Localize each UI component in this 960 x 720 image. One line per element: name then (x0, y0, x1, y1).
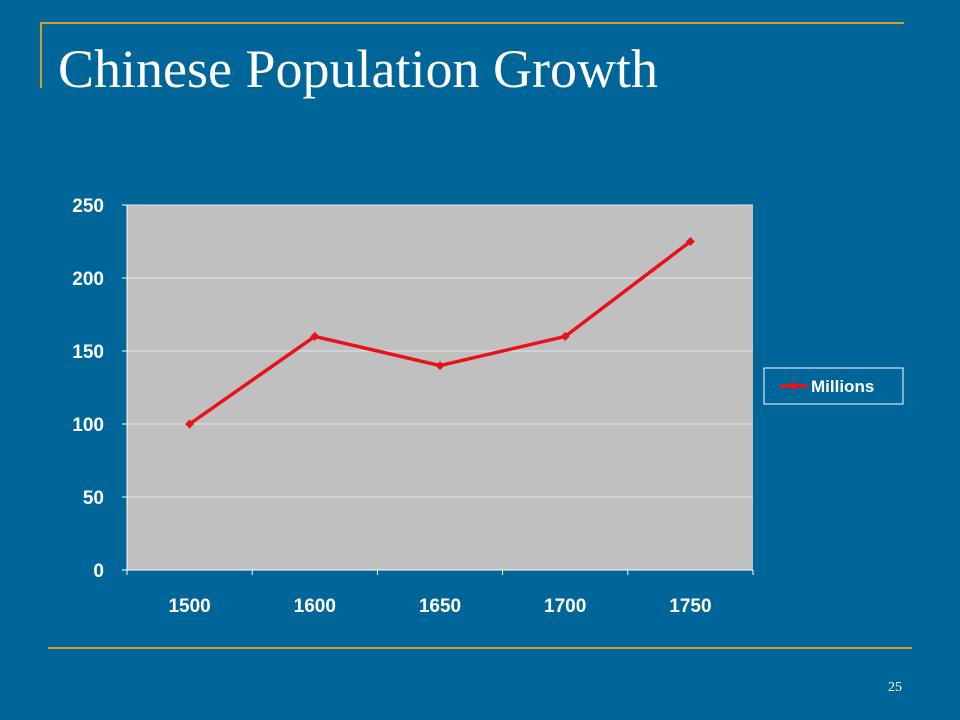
slide-title: Chinese Population Growth (58, 39, 658, 99)
y-axis-tick-labels: 0 50 100 150 200 250 (72, 196, 127, 582)
x-tick-label: 1600 (294, 596, 336, 617)
data-point (310, 331, 320, 341)
data-point (435, 361, 445, 371)
y-tick-label: 0 (93, 561, 104, 582)
plot-area-group (126, 204, 753, 571)
y-tick-label: 50 (83, 488, 104, 509)
slide-number: 25 (888, 680, 902, 695)
series-group (185, 237, 695, 429)
legend-swatch-marker (789, 381, 799, 391)
y-tick-label: 150 (72, 342, 104, 363)
data-point (685, 237, 695, 246)
x-tick-label: 1500 (168, 596, 210, 617)
plot-area (127, 205, 753, 570)
y-tick-label: 250 (72, 196, 104, 217)
x-tick-label: 1650 (419, 596, 461, 617)
data-point (185, 419, 195, 429)
legend: Millions (763, 367, 904, 405)
footer-rule (48, 647, 912, 649)
x-axis-tick-labels: 1500 1600 1650 1700 1750 (126, 570, 754, 617)
title-left-rule (40, 22, 42, 88)
legend-label: Millions (811, 377, 874, 396)
x-tick-label: 1750 (669, 596, 711, 617)
y-tick-label: 100 (72, 415, 104, 436)
title-top-rule (40, 22, 904, 24)
x-tick-label: 1700 (544, 596, 586, 617)
y-tick-label: 200 (72, 269, 104, 290)
data-point (560, 331, 570, 341)
legend-box (763, 367, 904, 405)
